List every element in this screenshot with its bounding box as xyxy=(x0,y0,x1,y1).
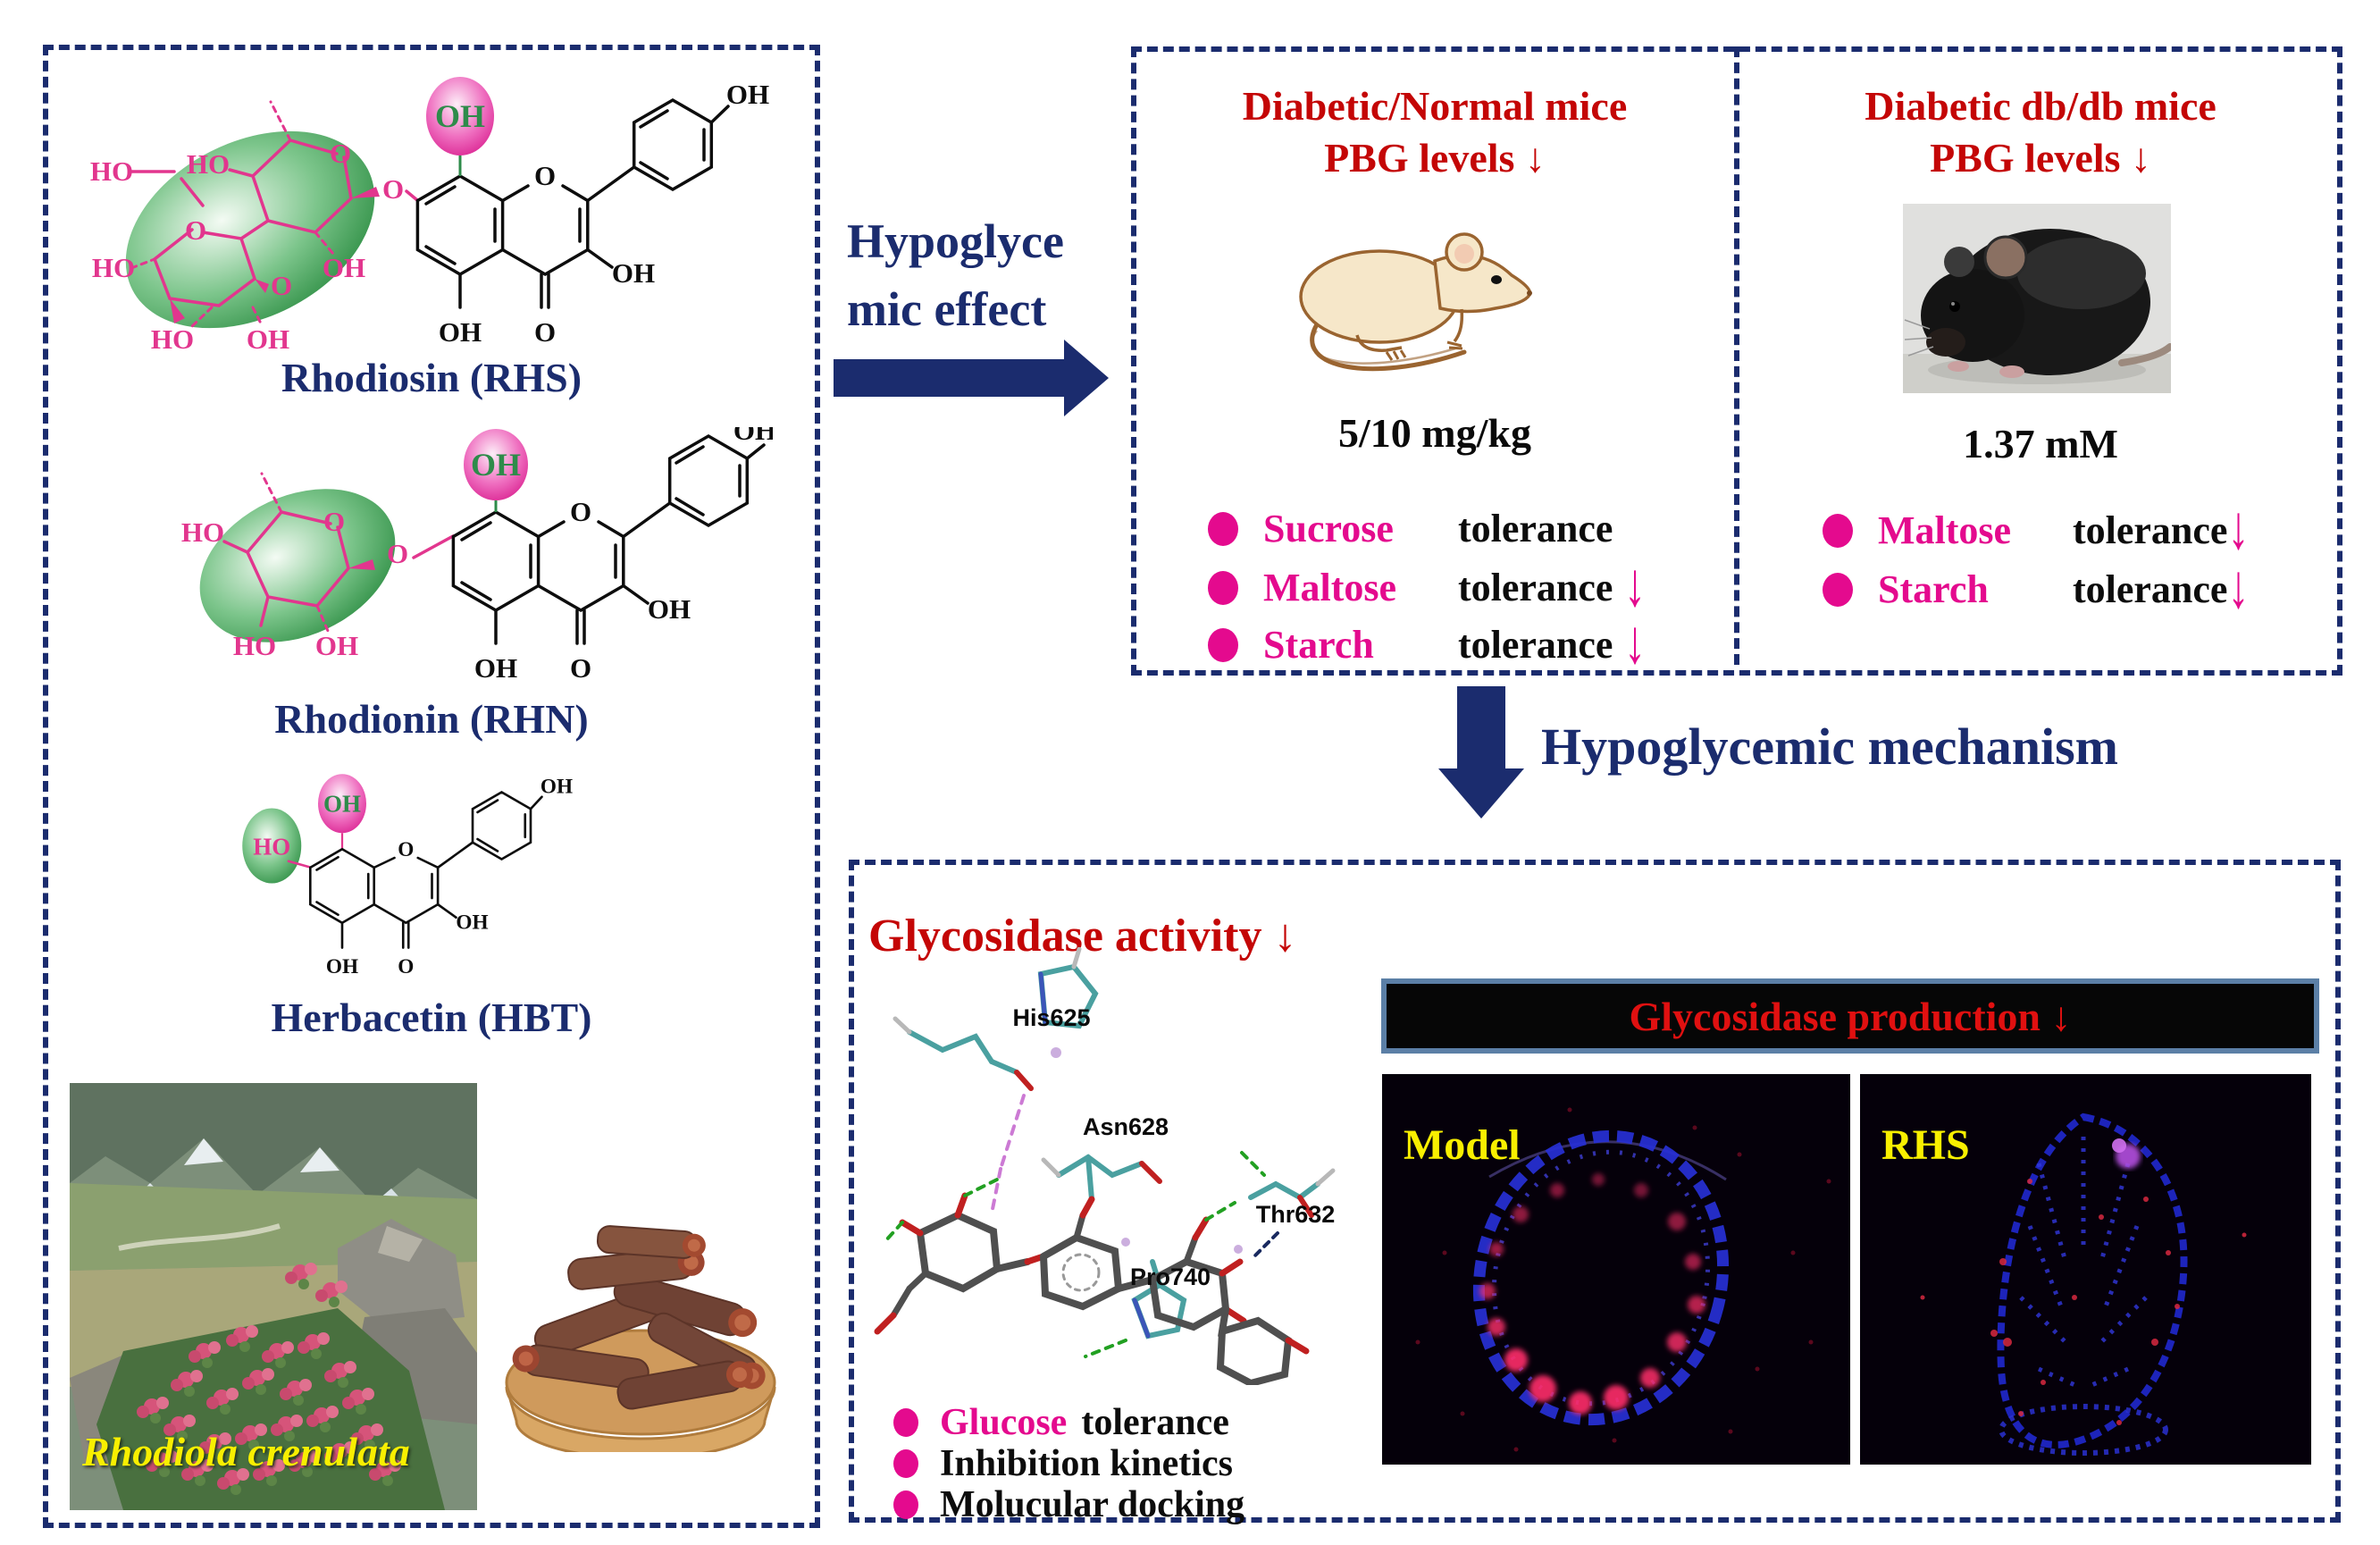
root-logs xyxy=(512,1225,766,1410)
atom-label: O xyxy=(534,316,556,348)
oh-highlight-ellipse xyxy=(426,77,494,155)
model-fluorescence-image xyxy=(1382,1074,1850,1465)
atom-label: OH xyxy=(247,323,289,355)
bullet-dot-icon xyxy=(1208,570,1238,605)
diabetic-normal-title: Diabetic/Normal mice PBG levels ↓ xyxy=(1242,83,1628,181)
bullet-sucrose-tolerance: Sucrose tolerance xyxy=(1208,506,1646,551)
dose-value: 5/10 mg/kg xyxy=(1338,410,1531,456)
molecule-name-rhodionin: Rhodionin (RHN) xyxy=(274,696,589,742)
atom-label: HO xyxy=(151,323,194,355)
down-arrow-icon: ↓ xyxy=(1624,608,1646,677)
atom-label: HO xyxy=(92,252,135,283)
glycosidase-activity-title: Glycosidase activity ↓ xyxy=(868,911,1297,961)
residue-label-his625: His625 xyxy=(1012,1004,1090,1031)
atom-label: HO xyxy=(233,630,276,661)
bullet-maltose-tolerance: Maltose tolerance ↓ xyxy=(1823,494,2249,562)
atom-label: OH xyxy=(733,427,773,446)
highlighted-ho-label: HO xyxy=(253,833,290,860)
rhodiola-plant-photo xyxy=(70,1083,477,1510)
bullet-dot-icon xyxy=(1823,513,1853,548)
atom-label: HO xyxy=(181,516,224,548)
mechanism-heading: Hypoglycemic mechanism xyxy=(1541,718,2118,776)
atom-label: HO xyxy=(187,148,230,180)
atom-label: O xyxy=(330,138,351,169)
effect-arrow-label: Hypoglyce mic effect xyxy=(847,214,1064,336)
micrograph-label-rhs: RHS xyxy=(1881,1121,1970,1169)
atom-label: OH xyxy=(648,593,691,625)
bullet-starch-tolerance: Starch tolerance ↓ xyxy=(1823,553,2249,621)
atom-label: O xyxy=(185,214,206,246)
concentration-value: 1.37 mM xyxy=(1963,421,2118,466)
residue-label-pro740: Pro740 xyxy=(1130,1264,1211,1290)
bullet-dot-icon xyxy=(893,1408,918,1437)
atom-label: HO xyxy=(90,155,133,187)
atom-label: O xyxy=(271,270,292,301)
glycosidic-o-label: O xyxy=(387,538,408,569)
atom-label: O xyxy=(398,955,414,978)
atom-label: OH xyxy=(315,630,358,661)
bullet-dot-icon xyxy=(1208,511,1238,546)
highlighted-oh-label: OH xyxy=(323,790,361,817)
diabetic-dbdb-title: Diabetic db/db mice PBG levels ↓ xyxy=(1865,83,2217,181)
bullet-molecular-docking: Molucular docking xyxy=(893,1483,1244,1526)
micrograph-label-model: Model xyxy=(1404,1121,1521,1169)
atom-label: O xyxy=(534,160,556,191)
atom-label: OH xyxy=(326,955,358,978)
rhodionin-structure: O HO HO OH O O OH OH OH O OH xyxy=(181,427,773,684)
molecular-docking-figure: His625 Asn628 Thr632 Pro740 xyxy=(874,947,1336,1385)
bullet-dot-icon xyxy=(1208,627,1238,662)
rhs-micrograph: RHS xyxy=(1860,1074,2311,1465)
atom-label: O xyxy=(570,496,591,527)
atom-label: O xyxy=(323,506,345,537)
molecule-name-herbacetin: Herbacetin (HBT) xyxy=(271,995,592,1040)
mice-panel-divider xyxy=(1734,46,1739,665)
species-label: Rhodiola crenulata xyxy=(82,1429,410,1474)
down-arrow-icon: ↓ xyxy=(2227,552,2250,622)
rhs-fluorescence-image xyxy=(1860,1074,2311,1465)
molecule-name-rhodiosin: Rhodiosin (RHS) xyxy=(281,355,582,400)
compound-panel xyxy=(43,45,820,1528)
bullet-dot-icon xyxy=(1823,572,1853,607)
glycosidic-o-label: O xyxy=(382,173,404,205)
atom-label: O xyxy=(570,652,591,684)
atom-label: O xyxy=(398,838,414,861)
mechanism-panel xyxy=(849,860,2341,1523)
cartoon-mouse-image xyxy=(1299,232,1532,372)
down-arrow-icon xyxy=(1438,686,1524,819)
model-micrograph: Model xyxy=(1382,1074,1850,1465)
herbacetin-structure: O OH OH OH O HO OH xyxy=(242,774,573,978)
bullet-dot-icon xyxy=(893,1449,918,1478)
residue-label-thr632: Thr632 xyxy=(1256,1201,1336,1228)
rhodiosin-structure: O O O HO HO HO HO OH OH O O OH OH OH O O… xyxy=(90,77,769,355)
atom-label: OH xyxy=(726,79,769,110)
down-arrow-icon: ↓ xyxy=(1624,550,1646,620)
dbdb-mouse-photo xyxy=(1903,204,2171,393)
right-arrow-icon xyxy=(834,340,1109,416)
bullet-glucose-tolerance: Glucose tolerance xyxy=(893,1401,1229,1444)
atom-label: OH xyxy=(456,911,488,935)
bullet-dot-icon xyxy=(893,1490,918,1519)
bullet-maltose-tolerance: Maltose tolerance ↓ xyxy=(1208,551,1646,619)
atom-label: OH xyxy=(439,316,482,348)
glycosidase-production-banner: Glycosidase production ↓ xyxy=(1381,978,2319,1054)
residue-label-asn628: Asn628 xyxy=(1083,1113,1169,1140)
dried-roots-photo xyxy=(497,1157,784,1452)
atom-label: OH xyxy=(612,257,655,289)
bullet-inhibition-kinetics: Inhibition kinetics xyxy=(893,1442,1233,1485)
highlighted-oh-label: OH xyxy=(471,447,521,483)
atom-label: OH xyxy=(541,775,573,798)
atom-label: OH xyxy=(474,652,517,684)
atom-label: OH xyxy=(323,252,365,283)
sugar-highlight-ellipse xyxy=(125,130,375,329)
bullet-starch-tolerance: Starch tolerance ↓ xyxy=(1208,609,1646,676)
highlighted-oh-label: OH xyxy=(435,98,485,134)
down-arrow-icon: ↓ xyxy=(2227,493,2250,563)
